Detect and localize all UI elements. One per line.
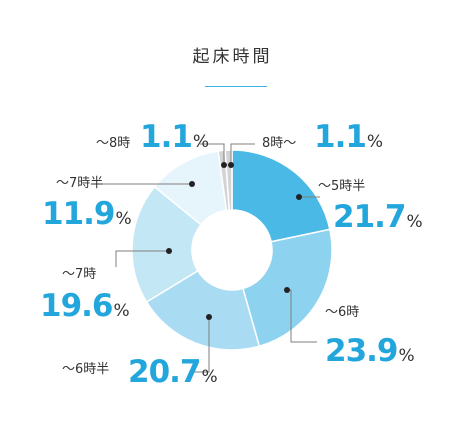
donut-slice-4 <box>131 185 203 304</box>
leader-line-7 <box>230 143 255 165</box>
value-label-1: 21.7% <box>333 199 423 235</box>
category-label-1: ～5時半 <box>318 179 366 194</box>
leader-dot-4 <box>166 248 172 254</box>
value-unit: % <box>192 132 209 152</box>
value-label-4: 19.6% <box>40 288 130 324</box>
value-label-2: 23.9% <box>325 333 415 369</box>
leader-dot-1 <box>296 194 302 200</box>
value-label-5: 11.9% <box>42 196 132 232</box>
value-unit: % <box>115 209 132 229</box>
leader-dot-7 <box>228 162 234 168</box>
category-label-6: ～8時 <box>96 136 131 151</box>
value-unit: % <box>113 301 130 321</box>
value-number: 20.7 <box>128 354 201 390</box>
value-label-7: 1.1% <box>314 119 383 155</box>
value-unit: % <box>406 212 423 232</box>
value-unit: % <box>201 367 218 387</box>
title-underline <box>205 86 267 87</box>
value-number: 21.7 <box>333 199 406 235</box>
leader-dot-5 <box>189 181 195 187</box>
leader-dot-2 <box>284 287 290 293</box>
leader-line-3 <box>193 317 210 373</box>
value-unit: % <box>398 346 415 366</box>
leader-dot-3 <box>206 314 212 320</box>
value-number: 19.6 <box>40 288 113 324</box>
leader-line-4 <box>115 250 169 267</box>
value-number: 11.9 <box>42 196 115 232</box>
value-number: 1.1 <box>314 119 367 155</box>
leader-dot-6 <box>221 162 227 168</box>
value-unit: % <box>366 132 383 152</box>
value-number: 1.1 <box>140 119 193 155</box>
leader-line-6 <box>200 143 225 165</box>
category-label-7: 8時～ <box>262 136 297 151</box>
chart-title: 起床時間 <box>192 47 273 67</box>
category-label-2: ～6時 <box>325 305 360 320</box>
category-label-5: ～7時半 <box>56 176 104 191</box>
donut-slice-3 <box>145 269 261 351</box>
value-number: 23.9 <box>325 333 398 369</box>
category-label-3: ～6時半 <box>62 362 110 377</box>
value-label-3: 20.7% <box>128 354 218 390</box>
category-label-4: ～7時 <box>62 267 97 282</box>
value-label-6: 1.1% <box>140 119 209 155</box>
donut-slice-1 <box>231 149 331 243</box>
